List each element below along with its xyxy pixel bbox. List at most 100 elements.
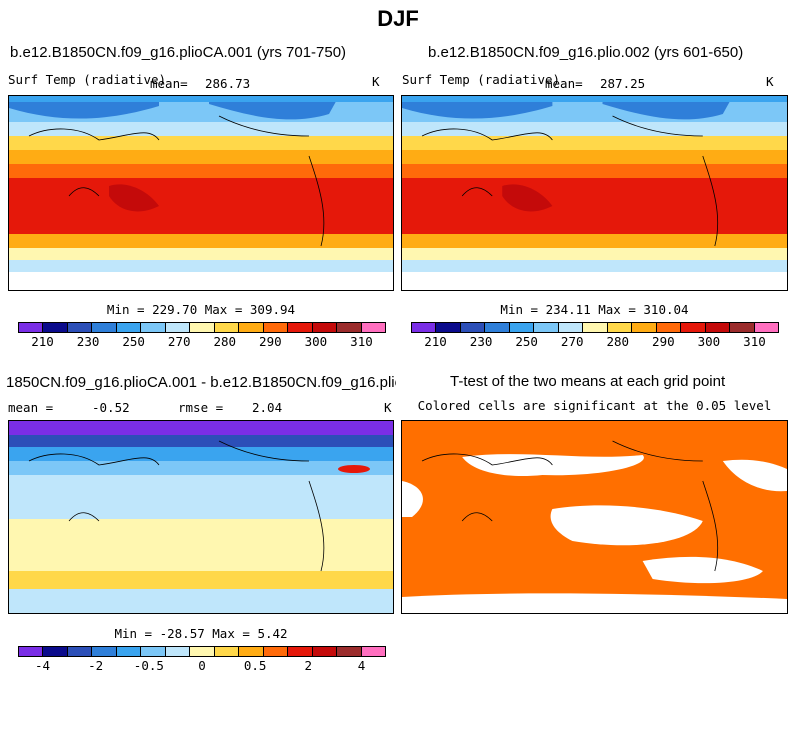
- colorbar-swatch: [141, 647, 166, 656]
- colorbar-tick-label: 0.5: [243, 658, 267, 673]
- band-mild: [402, 136, 787, 150]
- panel2-mean-label: mean=: [545, 76, 583, 91]
- colorbar-swatch: [214, 323, 240, 332]
- colorbar-swatch: [239, 647, 264, 656]
- colorbar-swatch: [583, 323, 608, 332]
- colorbar-swatch: [165, 323, 191, 332]
- colorbar-tick-label: 2: [304, 658, 313, 673]
- colorbar-swatch: [67, 323, 93, 332]
- colorbar-tick-label: 270: [560, 334, 584, 349]
- colorbar-swatch: [263, 647, 289, 656]
- colorbar-tick-label: 310: [350, 334, 373, 349]
- panel1-colorbar-ticks: 210 230 250 270 280 290 300 310: [18, 334, 386, 350]
- band-south-cool: [9, 260, 393, 272]
- panel1-temperature-map: [8, 95, 394, 291]
- band-near-zero: [9, 475, 393, 519]
- panel3-rmse-label: rmse =: [178, 400, 224, 415]
- panel2-colorbar-ticks: 210 230 250 270 280 290 300 310: [411, 334, 779, 350]
- colorbar-tick-label: 230: [76, 334, 100, 349]
- colorbar-swatch: [141, 323, 166, 332]
- panel1-mean-label: mean=: [150, 76, 188, 91]
- band-south-warm: [9, 234, 393, 248]
- colorbar-swatch: [705, 323, 731, 332]
- panel3-case-title: 1850CN.f09_g16.plioCA.001 - b.e12.B1850C…: [6, 374, 396, 391]
- colorbar-swatch: [214, 647, 240, 656]
- coastline-outline: [28, 115, 325, 247]
- panel2-minmax: Min = 234.11 Max = 310.04: [500, 302, 689, 317]
- band-warmer: [9, 164, 393, 178]
- colorbar-swatch: [190, 323, 215, 332]
- colorbar-tick-label: -4: [35, 658, 51, 673]
- colorbar-swatch: [190, 647, 215, 656]
- panel3-difference-map: [8, 420, 394, 614]
- colorbar-swatch: [165, 647, 191, 656]
- colorbar-tick-label: -2: [88, 658, 104, 673]
- colorbar-swatch: [43, 323, 68, 332]
- colorbar-tick-label: 300: [304, 334, 328, 349]
- colorbar-swatch: [460, 323, 486, 332]
- arctic-strong-cooling: [9, 421, 393, 435]
- panel1-minmax: Min = 229.70 Max = 309.94: [106, 302, 296, 317]
- colorbar-tick-label: 280: [606, 334, 630, 349]
- colorbar-swatch: [656, 323, 682, 332]
- colorbar-swatch: [67, 647, 93, 656]
- coastline-outline: [28, 440, 325, 572]
- colorbar-swatch: [361, 647, 386, 656]
- colorbar-swatch: [509, 323, 535, 332]
- colorbar-swatch: [681, 323, 706, 332]
- colorbar-tick-label: 280: [213, 334, 237, 349]
- season-title: DJF: [377, 6, 419, 31]
- insignificant-patch-south-pacific: [642, 556, 763, 584]
- insignificant-patch-atlantic: [722, 459, 787, 492]
- colorbar-tick-label: 0: [198, 658, 206, 673]
- arctic-region: [402, 96, 787, 102]
- band-tropical: [402, 178, 787, 234]
- band-weak-warming: [9, 519, 393, 571]
- band-tropical: [9, 178, 393, 234]
- colorbar-tick-label: 210: [31, 334, 54, 349]
- panel1-variable-label: Surf Temp (radiative): [8, 72, 167, 87]
- panel4-significance-map: [401, 420, 788, 614]
- colorbar-swatch: [607, 323, 633, 332]
- band-south-cool: [402, 260, 787, 272]
- colorbar-swatch: [288, 323, 313, 332]
- panel3-mean-value: -0.52: [92, 400, 130, 415]
- colorbar-tick-label: -0.5: [133, 658, 164, 673]
- panel3-minmax: Min = -28.57 Max = 5.42: [114, 626, 288, 641]
- colorbar-tick-label: 290: [259, 334, 282, 349]
- panel2-mean-value: 287.25: [600, 76, 646, 91]
- panel3-colorbar-ticks: -4 -2 -0.5 0 0.5 2 4: [18, 658, 386, 674]
- colorbar-swatch: [312, 323, 338, 332]
- colorbar-swatch: [116, 647, 142, 656]
- panel2-case-title: b.e12.B1850CN.f09_g16.plio.002 (yrs 601-…: [428, 44, 744, 61]
- band-south-warm: [402, 234, 787, 248]
- colorbar-swatch: [485, 323, 510, 332]
- band-warmer: [402, 164, 787, 178]
- band-warm: [402, 150, 787, 164]
- colorbar-swatch: [92, 647, 117, 656]
- panel2-units: K: [766, 74, 774, 89]
- panel1-colorbar: [18, 322, 386, 333]
- panel4-subtitle: Colored cells are significant at the 0.0…: [417, 398, 772, 413]
- band-antarctic-mixed: [9, 589, 393, 613]
- colorbar-swatch: [632, 323, 657, 332]
- colorbar-tick-label: 210: [424, 334, 447, 349]
- colorbar-tick-label: 310: [743, 334, 766, 349]
- panel3-mean-label: mean =: [8, 400, 54, 415]
- colorbar-swatch: [312, 647, 338, 656]
- colorbar-swatch: [730, 323, 755, 332]
- colorbar-swatch: [116, 323, 142, 332]
- colorbar-swatch: [558, 323, 584, 332]
- colorbar-swatch: [43, 647, 68, 656]
- panel3-colorbar: [18, 646, 386, 657]
- panel1-case-title: b.e12.B1850CN.f09_g16.plioCA.001 (yrs 70…: [10, 44, 347, 61]
- band-antarctic: [9, 272, 393, 290]
- colorbar-swatch: [263, 323, 289, 332]
- colorbar-tick-label: 290: [652, 334, 675, 349]
- panel1-mean-value: 286.73: [205, 76, 251, 91]
- band-mild: [9, 136, 393, 150]
- insignificant-patch-antarctic: [402, 593, 787, 613]
- colorbar-swatch: [412, 323, 437, 332]
- arctic-region: [9, 96, 393, 102]
- colorbar-tick-label: 250: [122, 334, 145, 349]
